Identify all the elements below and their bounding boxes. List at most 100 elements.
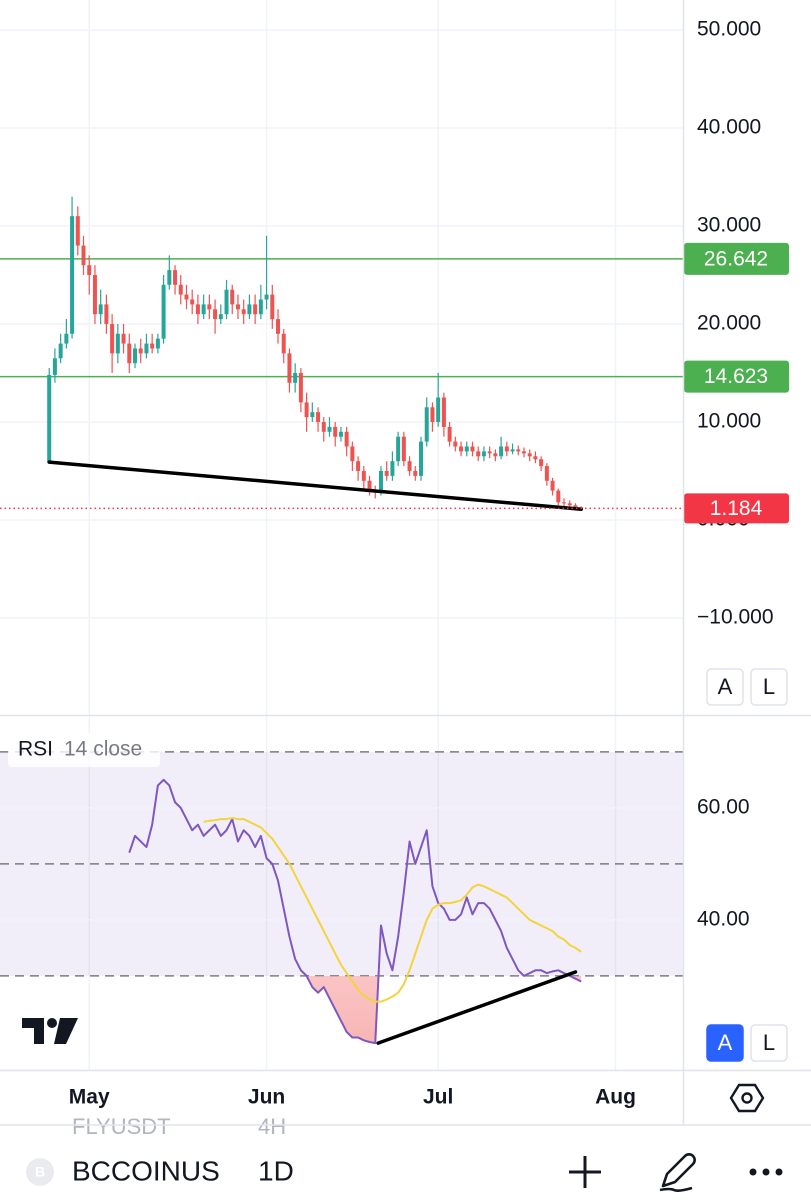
candle-body [213, 309, 218, 320]
candle-body [470, 446, 475, 452]
candle-body [253, 304, 258, 315]
bottom-bar: FLYUSDT 4H B BCCOINUS 1D [0, 1114, 811, 1200]
candle-body [132, 348, 137, 364]
x-tick-label: Aug [595, 1086, 636, 1109]
symbol-icon[interactable] [26, 1158, 54, 1186]
candle-body [413, 470, 418, 476]
indicator-title-bg [8, 733, 160, 767]
candle-body [350, 446, 355, 462]
price-pane [0, 0, 683, 715]
series-line [128, 778, 582, 1045]
candle-body [144, 343, 149, 354]
candle-body [287, 353, 292, 383]
candle-body [235, 304, 240, 310]
candle-body [293, 372, 298, 383]
candle-body [441, 397, 446, 427]
candle-body [247, 304, 252, 315]
rsi-pane [0, 716, 683, 1070]
y-tick-label: 30.000 [697, 214, 761, 237]
oversold-fill [129, 975, 582, 1044]
candle-body [516, 449, 521, 452]
x-tick-label: Jun [248, 1086, 285, 1109]
candle-body [562, 502, 567, 504]
candle-body [110, 323, 115, 354]
candle-body [499, 446, 504, 457]
candle-body [453, 441, 458, 447]
candle-body [556, 490, 561, 503]
y-tick-label: 10.000 [697, 410, 761, 433]
add-button[interactable] [569, 1156, 601, 1188]
candle-body [333, 426, 338, 437]
candle-body [378, 470, 383, 493]
candle-body [184, 294, 189, 300]
candle-body [424, 407, 429, 442]
more-button[interactable] [749, 1168, 783, 1176]
candle-body [338, 431, 343, 437]
candle-body [344, 431, 349, 447]
candle-body [459, 446, 464, 452]
ghost-interval: 4H [258, 1114, 286, 1139]
tv-logo [22, 1018, 78, 1044]
level-label: 14.623 [704, 365, 768, 388]
candle-body [304, 402, 309, 418]
candle-body [367, 480, 372, 491]
candle-body [127, 343, 132, 364]
settings-button[interactable] [729, 1083, 765, 1113]
candle-body [115, 333, 120, 354]
candle-body [361, 470, 366, 481]
candle-body [58, 343, 63, 359]
candle-body [161, 284, 166, 339]
candle-body [92, 274, 97, 315]
candle-body [270, 294, 275, 320]
y-tick-label: 50.000 [697, 18, 761, 41]
scale-button[interactable] [750, 1024, 788, 1062]
candle-body [207, 304, 212, 310]
ghost-symbol: FLYUSDT [72, 1114, 171, 1139]
candle-body [384, 470, 389, 476]
candle-body [390, 461, 395, 476]
candle-body [396, 436, 401, 462]
candle-body [310, 412, 315, 418]
candle-body [476, 451, 481, 457]
candle-body [430, 407, 435, 422]
candle-body [567, 503, 572, 506]
candle-body [52, 358, 57, 375]
candle-body [47, 374, 52, 463]
candle-body [550, 480, 555, 491]
candle-body [464, 446, 469, 452]
candle-body [539, 459, 544, 467]
level-label: 26.642 [704, 247, 768, 270]
candle-body [81, 245, 86, 266]
candle-body [521, 451, 526, 454]
candle-body [493, 453, 498, 457]
y-tick-label: −10.000 [697, 606, 774, 629]
scale-button[interactable] [750, 668, 788, 706]
scale-button-label: A [718, 1030, 733, 1055]
y-tick-label: 40.000 [697, 116, 761, 139]
candle-body [230, 289, 235, 305]
draw-button[interactable] [659, 1153, 696, 1192]
axes: MayJunJulAug−10.0000.00010.00020.00030.0… [8, 18, 789, 1109]
candle-body [87, 265, 92, 275]
candle-body [276, 319, 281, 334]
candle-body [436, 397, 441, 422]
candle-body [224, 289, 229, 315]
x-tick-label: May [69, 1086, 110, 1109]
trendline [376, 970, 578, 1045]
candle-body [70, 216, 75, 334]
candle-body [419, 441, 424, 476]
x-tick-label: Jul [423, 1086, 453, 1109]
candle-body [241, 309, 246, 315]
candle-body [98, 304, 103, 315]
candle-body [504, 446, 509, 452]
y-tick-label: 40.00 [697, 907, 750, 930]
scale-button[interactable] [706, 668, 744, 706]
scale-button-label: L [763, 674, 775, 699]
interval[interactable]: 1D [258, 1155, 294, 1186]
candle-body [321, 421, 326, 432]
candle-body [201, 304, 206, 315]
candle-body [573, 505, 578, 508]
scale-button[interactable] [706, 1024, 744, 1062]
candle-body [218, 314, 223, 320]
symbol[interactable]: BCCOINUS [72, 1155, 220, 1186]
